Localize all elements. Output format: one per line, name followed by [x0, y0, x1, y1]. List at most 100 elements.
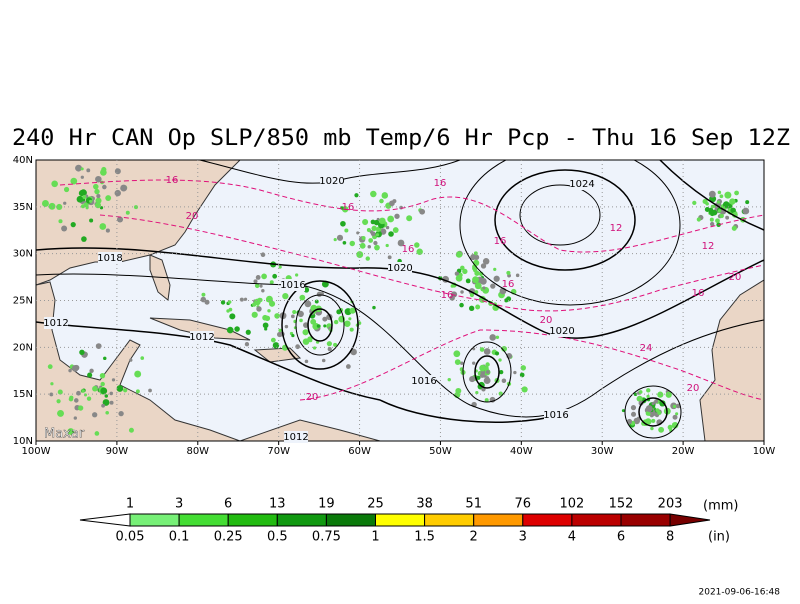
precip-cell [520, 365, 527, 371]
precip-cell [376, 228, 380, 233]
precip-cell [96, 194, 101, 199]
precip-cell [295, 273, 299, 277]
precip-cell [479, 277, 487, 285]
precip-cell [101, 166, 107, 173]
precip-cell [354, 193, 359, 198]
precip-cell [270, 337, 276, 343]
pressure-label: 1012 [43, 318, 68, 329]
precip-cell [506, 296, 512, 302]
precip-cell [129, 358, 133, 362]
precip-cell [459, 302, 464, 308]
precip-cell [269, 280, 274, 285]
precip-cell [716, 200, 721, 204]
precip-cell [490, 283, 496, 289]
precip-cell [455, 274, 463, 282]
precip-cell [519, 372, 525, 378]
precip-cell [133, 205, 138, 210]
precip-cell [626, 418, 633, 425]
precip-cell [148, 388, 152, 393]
precip-cell [645, 410, 651, 416]
colorbar-low-end [79, 513, 131, 527]
precip-cell [715, 218, 720, 224]
precip-cell [704, 206, 710, 212]
precip-cell [479, 347, 485, 352]
precip-cell [304, 359, 309, 364]
precip-cell [381, 192, 389, 199]
colorbar-swatch [375, 513, 426, 527]
brand-logo: Maxar [44, 427, 85, 442]
colorbar-mm-label: 19 [318, 497, 335, 512]
precip-cell [116, 216, 124, 223]
precip-cell [86, 396, 92, 401]
precip-cell [498, 358, 502, 362]
precip-cell [705, 201, 709, 206]
precip-cell [114, 189, 121, 197]
pressure-label-bg [544, 409, 568, 421]
lon-label: 70W [267, 446, 290, 457]
precip-cell [387, 255, 392, 260]
precip-cell [729, 198, 736, 205]
precip-cell [489, 334, 497, 341]
precip-cell [344, 228, 349, 233]
land-cuba [149, 317, 251, 341]
precip-cell [349, 307, 356, 314]
precip-cell [454, 271, 460, 276]
colorbar-swatch [522, 513, 573, 527]
precip-cell [295, 344, 301, 350]
precip-cell [482, 257, 490, 265]
lat-label: 20N [13, 342, 33, 353]
precip-cell [521, 386, 528, 393]
precip-cell [244, 342, 250, 347]
precip-cell [389, 200, 395, 207]
precip-cell [636, 395, 643, 402]
lon-label: 10W [753, 446, 776, 457]
precip-cell [708, 190, 716, 198]
colorbar-in-unit: (in) [708, 530, 730, 545]
precip-cell [68, 368, 72, 373]
precip-cell [92, 412, 98, 418]
precip-cell [385, 225, 390, 230]
precip-cell [41, 199, 49, 207]
temp-label: 20 [540, 315, 553, 326]
precip-cell [86, 168, 91, 173]
precip-cell [326, 341, 332, 347]
precip-cell [234, 326, 240, 332]
precip-cell [89, 199, 93, 203]
lon-label: 90W [106, 446, 129, 457]
precip-cell [392, 227, 399, 233]
colorbar-in-label: 2 [470, 530, 478, 545]
lon-label: 20W [672, 446, 695, 457]
precip-cell [372, 305, 376, 310]
pressure-label: 1016 [543, 410, 568, 421]
precip-cell [75, 164, 82, 172]
temp-label: 12 [610, 223, 623, 234]
precip-cell [356, 231, 360, 235]
precip-cell [239, 297, 244, 302]
pressure-label-bg [412, 375, 436, 387]
precip-cell [76, 195, 84, 203]
precip-cell [349, 327, 354, 332]
precip-cell [719, 213, 724, 219]
precip-cell [140, 356, 145, 360]
precip-cell [742, 207, 750, 215]
pressure-label-bg [388, 262, 412, 274]
pressure-label-bg [570, 178, 594, 190]
colorbar-swatch [424, 513, 475, 527]
precip-cell [344, 320, 351, 327]
pressure-label: 1016 [411, 376, 436, 387]
precip-cell [118, 410, 124, 417]
precip-cell [745, 200, 750, 205]
precip-cell [255, 275, 261, 280]
precip-cell [472, 264, 478, 270]
precip-cell [654, 399, 659, 404]
precip-cell [724, 191, 732, 199]
precip-cell [470, 254, 477, 261]
precip-cell [734, 190, 739, 196]
temp-label: 16 [402, 244, 415, 255]
precip-cell [454, 359, 461, 365]
precip-cell [272, 342, 280, 349]
colorbar-swatch [620, 513, 671, 527]
precip-cell [385, 243, 389, 248]
